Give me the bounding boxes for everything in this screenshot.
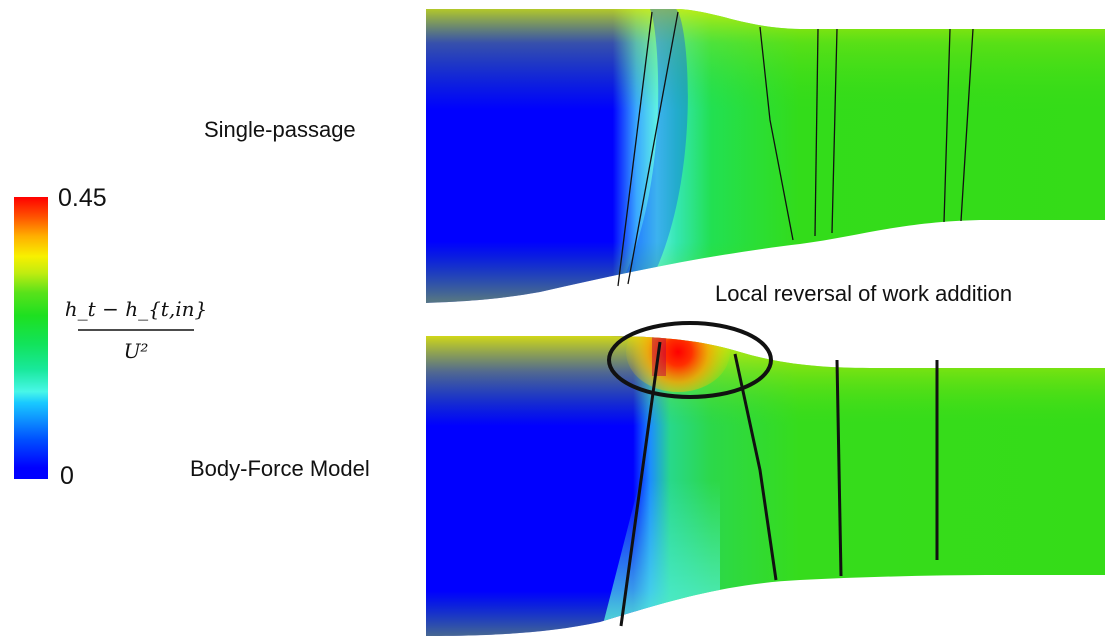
colorbar-gradient (14, 197, 48, 479)
body-force-model-label: Body-Force Model (190, 456, 370, 481)
reversal-highlight-ellipse (607, 321, 773, 399)
colorbar-variable-denominator: U² (124, 339, 149, 363)
colorbar-variable-label: h_t − h_{t,in} U² (66, 297, 206, 363)
body-force-model-contour (426, 321, 1105, 636)
colorbar-min-label: 0 (60, 462, 74, 490)
single-passage-label: Single-passage (204, 117, 356, 142)
reversal-annotation-label: Local reversal of work addition (715, 281, 1013, 306)
single-passage-contour (426, 9, 1105, 303)
colorbar-max-label: 0.45 (58, 184, 107, 212)
colorbar-variable-numerator: h_t − h_{t,in} (66, 297, 206, 321)
